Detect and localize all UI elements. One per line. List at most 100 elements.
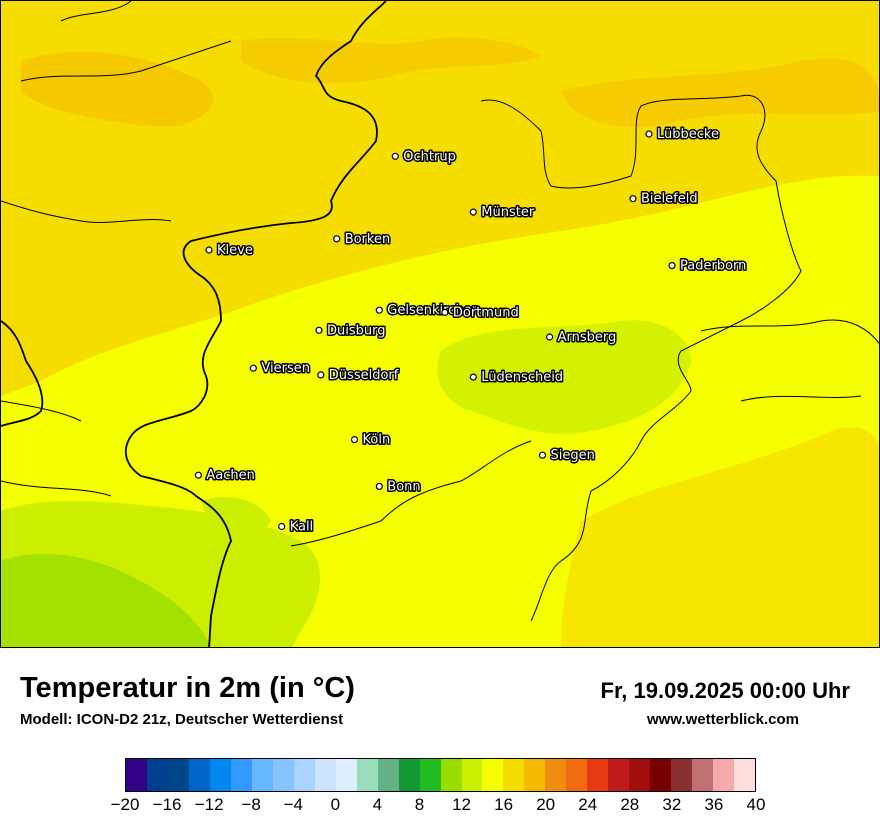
- colorbar-tick-label: −4: [283, 795, 303, 814]
- colorbar-tick-label: 24: [578, 795, 598, 814]
- city-label: Bielefeld: [641, 192, 698, 207]
- colorbar-swatch: [251, 759, 273, 791]
- colorbar-swatch: [335, 759, 357, 791]
- colorbar-tick-label: −12: [194, 795, 224, 814]
- city-dot: [205, 246, 213, 254]
- city-marker: Münster: [469, 204, 536, 222]
- city-label: Borken: [345, 232, 391, 247]
- colorbar-swatch: [293, 759, 315, 791]
- colorbar-swatch: [608, 759, 630, 791]
- colorbar-swatch: [461, 759, 483, 791]
- city-label: Kall: [290, 520, 314, 535]
- map-canvas: Lübbecke Ochtrup Bielefeld Münster Borken Kle…: [1, 1, 879, 647]
- city-label: Lübbecke: [657, 127, 719, 142]
- colorbar-swatch: [146, 759, 168, 791]
- city-marker: Gelsenkirchen: [375, 302, 481, 320]
- colorbar-swatch: [671, 759, 693, 791]
- city-marker: Ochtrup: [391, 148, 457, 166]
- colorbar-swatch: [188, 759, 210, 791]
- colorbar-swatch: [272, 759, 294, 791]
- city-label: Gelsenkirchen: [387, 303, 480, 318]
- city-label: Düsseldorf: [329, 368, 399, 383]
- city-marker: Dortmund: [441, 304, 520, 322]
- city-dot: [375, 306, 383, 314]
- colorbar-swatch: [440, 759, 462, 791]
- warm-zone-southeast: [561, 427, 879, 647]
- colorbar-tick-label: −16: [152, 795, 182, 814]
- city-marker: Lüdenscheid: [469, 369, 565, 387]
- colorbar-swatch: [734, 759, 756, 791]
- colorbar-swatch: [377, 759, 399, 791]
- colorbar-tick-label: 4: [372, 795, 383, 814]
- city-dot: [645, 130, 653, 138]
- city-dot: [668, 262, 676, 270]
- colorbar-tick-label: 12: [452, 795, 471, 814]
- city-label: Bonn: [387, 479, 420, 494]
- colorbar-swatch: [230, 759, 252, 791]
- city-marker: Siegen: [538, 447, 596, 465]
- city-label: Viersen: [261, 361, 310, 376]
- city-label: Dortmund: [453, 305, 519, 320]
- colorbar-tick-label: 40: [746, 795, 766, 814]
- city-dot: [278, 522, 286, 531]
- colorbar-swatch: [126, 759, 147, 791]
- colorbar-tick-label: 0: [330, 795, 341, 814]
- cool-zone-high-eifel: [1, 553, 211, 647]
- colorbar-swatch: [713, 759, 735, 791]
- colorbar-tick-label: −20: [110, 795, 140, 814]
- city-marker: Borken: [333, 230, 392, 248]
- colorbar-tick-label: 32: [662, 795, 682, 814]
- colorbar-swatch: [524, 759, 546, 791]
- cool-zone-sauerland: [437, 320, 691, 434]
- city-dot: [249, 364, 257, 372]
- colorbar-swatch: [209, 759, 231, 791]
- city-dot: [194, 471, 202, 479]
- city-label: Köln: [363, 433, 391, 448]
- map-title: Temperatur in 2m (in °C): [20, 672, 355, 704]
- city-label: Kleve: [217, 243, 253, 258]
- city-marker: Paderborn: [668, 257, 748, 275]
- colorbar-swatch: [650, 759, 672, 791]
- city-marker: Viersen: [249, 360, 311, 378]
- city-marker: Bonn: [375, 478, 422, 496]
- colorbar-swatch: [566, 759, 588, 791]
- city-label: Paderborn: [680, 259, 746, 274]
- colorbar-swatch: [167, 759, 189, 791]
- website-link[interactable]: www.wetterblick.com: [647, 711, 799, 728]
- city-markers: Lübbecke Ochtrup Bielefeld Münster Borken Kle…: [194, 126, 748, 536]
- temperature-map: Lübbecke Ochtrup Bielefeld Münster Borken Kle…: [0, 0, 880, 648]
- city-label: Arnsberg: [558, 330, 617, 345]
- city-marker: Kall: [278, 518, 315, 536]
- city-label: Lüdenscheid: [481, 370, 563, 385]
- temperature-colorbar: [125, 758, 756, 792]
- colorbar-tick-label: −8: [241, 795, 261, 814]
- city-marker: Düsseldorf: [317, 366, 400, 384]
- forecast-datetime: Fr, 19.09.2025 00:00 Uhr: [600, 678, 851, 703]
- colorbar-swatch: [482, 759, 504, 791]
- city-dot: [629, 195, 637, 203]
- city-marker: Bielefeld: [629, 190, 699, 208]
- cool-patch: [201, 497, 271, 537]
- city-dot: [391, 152, 399, 160]
- colorbar-swatch: [629, 759, 651, 791]
- city-dot: [538, 451, 547, 459]
- warm-patch: [561, 58, 879, 127]
- city-label: Aachen: [206, 468, 254, 483]
- colorbar-tick-label: 20: [536, 795, 556, 814]
- colorbar-swatch: [398, 759, 420, 791]
- colorbar-swatch: [587, 759, 609, 791]
- city-dot: [350, 436, 359, 444]
- colorbar-tick-label: 28: [620, 795, 640, 814]
- city-dot: [315, 326, 323, 334]
- city-label: Siegen: [551, 448, 595, 463]
- city-dot: [545, 333, 554, 341]
- colorbar-swatch: [419, 759, 441, 791]
- city-marker: Duisburg: [315, 322, 387, 340]
- warm-patch: [241, 36, 541, 84]
- city-marker: Arnsberg: [545, 329, 618, 347]
- city-label: Ochtrup: [403, 149, 456, 164]
- city-marker: Köln: [350, 431, 392, 449]
- city-dot: [469, 208, 477, 216]
- colorbar-swatch: [503, 759, 525, 791]
- colorbar-swatch: [692, 759, 714, 791]
